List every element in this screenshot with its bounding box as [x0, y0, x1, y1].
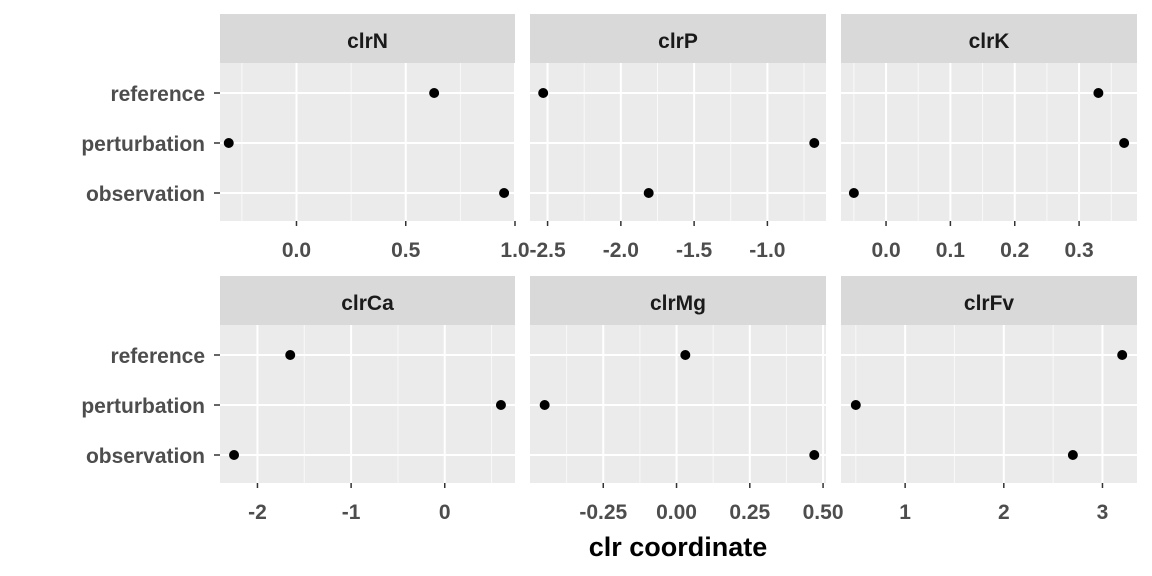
- data-point-perturbation: [809, 138, 820, 148]
- facet-clrK: clrK 0.0 0.1 0.2 0.3: [841, 14, 1137, 262]
- facet-title: clrMg: [650, 292, 706, 315]
- data-point-perturbation: [223, 138, 234, 148]
- data-point-observation: [809, 450, 820, 460]
- data-point-reference: [1093, 88, 1104, 98]
- y-category-label: reference: [110, 345, 205, 368]
- x-tick-label: 1.0: [500, 239, 529, 262]
- x-tick-label: -1.5: [676, 239, 713, 262]
- facet-strip: [220, 14, 515, 63]
- x-tick-label: 0.0: [871, 239, 900, 262]
- data-point-reference: [680, 350, 691, 360]
- x-tick-label: 3: [1097, 501, 1109, 524]
- data-point-perturbation: [850, 400, 861, 410]
- facet-clrMg: clrMg -0.25 0.00 0.25 0.50: [530, 276, 844, 524]
- facet-title: clrCa: [341, 292, 394, 315]
- x-tick-label: -2: [248, 501, 267, 524]
- data-point-reference: [1117, 350, 1128, 360]
- facet-clrCa: clrCa -2 -1 0 reference perturbation observati…: [81, 276, 515, 524]
- facet-title: clrN: [347, 30, 388, 53]
- facet-title: clrP: [658, 30, 698, 53]
- x-tick-label: 0.25: [729, 501, 770, 524]
- x-tick-label: 0.1: [936, 239, 966, 262]
- x-tick-label: 0.2: [1000, 239, 1029, 262]
- x-tick-label: 2: [998, 501, 1010, 524]
- y-category-label: reference: [110, 83, 205, 106]
- facet-title: clrK: [969, 30, 1010, 53]
- y-category-label: observation: [86, 183, 205, 206]
- data-point-reference: [538, 88, 549, 98]
- x-tick-label: -1: [342, 501, 361, 524]
- facet-clrP: clrP -2.5 -2.0 -1.5 -1.0: [529, 14, 826, 262]
- facet-strip: [220, 276, 515, 325]
- data-point-perturbation: [495, 400, 506, 410]
- facet-strip: [530, 276, 826, 325]
- facet-title: clrFv: [964, 292, 1015, 315]
- data-point-perturbation: [1119, 138, 1130, 148]
- x-tick-label: 0.0: [282, 239, 311, 262]
- x-tick-label: 0.50: [803, 501, 844, 524]
- data-point-observation: [643, 188, 654, 198]
- x-tick-label: 0.00: [656, 501, 697, 524]
- x-tick-label: -2.0: [603, 239, 639, 262]
- y-category-label: perturbation: [81, 133, 205, 156]
- facet-strip: [530, 14, 826, 63]
- x-tick-label: 0.5: [391, 239, 421, 262]
- facet-clrFv: clrFv 1 2 3: [841, 276, 1137, 524]
- x-tick-label: 0: [439, 501, 451, 524]
- x-tick-label: 0.3: [1064, 239, 1093, 262]
- x-tick-label: -0.25: [579, 501, 627, 524]
- data-point-observation: [499, 188, 510, 198]
- x-tick-label: -1.0: [749, 239, 785, 262]
- y-category-label: perturbation: [81, 395, 205, 418]
- facet-strip: [841, 14, 1137, 63]
- data-point-reference: [285, 350, 296, 360]
- data-point-observation: [229, 450, 240, 460]
- facet-clrN: clrN 0.0 0.5 1.0 reference perturbation observ…: [81, 14, 530, 262]
- x-axis-title: clr coordinate: [589, 532, 768, 562]
- data-point-perturbation: [539, 400, 550, 410]
- x-tick-label: -2.5: [529, 239, 566, 262]
- x-tick-label: 1: [899, 501, 911, 524]
- facet-panels: clrN 0.0 0.5 1.0 reference perturbation observ…: [81, 14, 1137, 524]
- facet-strip: [841, 276, 1137, 325]
- data-point-observation: [1067, 450, 1078, 460]
- y-category-label: observation: [86, 445, 205, 468]
- data-point-observation: [848, 188, 859, 198]
- data-point-reference: [429, 88, 440, 98]
